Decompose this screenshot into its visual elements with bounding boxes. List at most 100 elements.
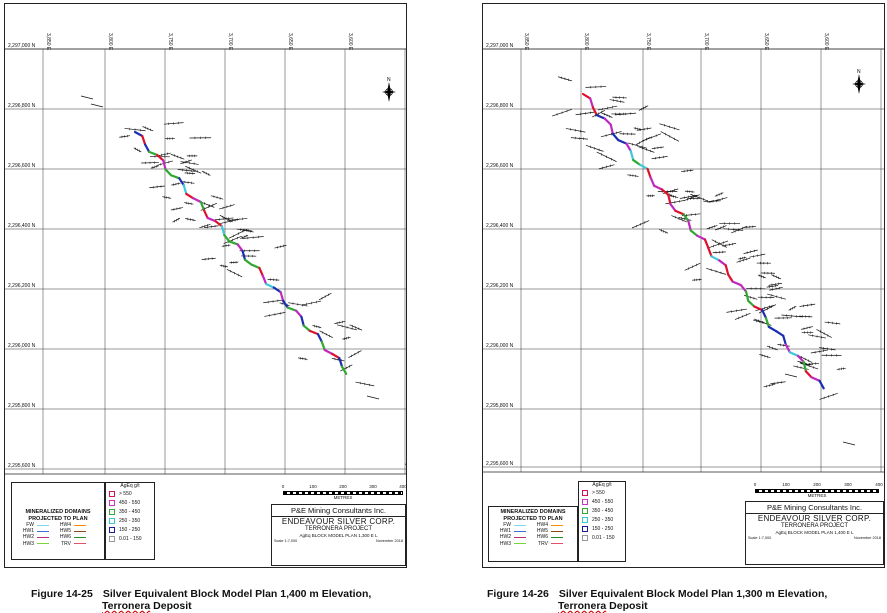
domain-line-swatch bbox=[514, 543, 526, 545]
title-block-footer: Scale 1:7,000 November 2018 bbox=[746, 536, 883, 541]
svg-text:N: N bbox=[387, 77, 391, 83]
domain-line-swatch bbox=[514, 536, 526, 538]
vein-segment bbox=[802, 360, 807, 373]
vein-segment bbox=[144, 143, 151, 153]
vein-segment bbox=[202, 209, 209, 220]
ageq-class-label: 250 - 350 bbox=[592, 516, 614, 523]
vein-segment bbox=[340, 365, 348, 375]
scale-bar: 0 100 200 300 400 METRES bbox=[282, 484, 407, 501]
domain-name: HW5 bbox=[59, 528, 71, 535]
easting-label: 3,800 E bbox=[107, 33, 113, 51]
vein-segment bbox=[214, 220, 224, 228]
vein-segment bbox=[784, 343, 791, 354]
northing-label: 2,296,000 N bbox=[486, 343, 514, 349]
domain-name: HW2 bbox=[499, 534, 511, 541]
vein-segment bbox=[603, 117, 612, 126]
vein-segment bbox=[261, 274, 268, 286]
vein-segment bbox=[320, 340, 326, 352]
domains-list: FW HW4 HW1 HW5 HW2 HW6 HW3 TRV bbox=[489, 522, 577, 547]
block-model-plan-left: 3,850 E 3,800 E 3,750 E 3,700 E 3,650 E 3,600… bbox=[5, 33, 406, 475]
vein-segment bbox=[164, 168, 173, 177]
vein-segment bbox=[595, 113, 606, 120]
ageq-class-row: 450 - 550 bbox=[579, 497, 625, 506]
vein-segment bbox=[625, 142, 632, 153]
northing-label: 2,296,600 N bbox=[8, 163, 36, 169]
ageq-class-label: 0.01 - 150 bbox=[592, 534, 615, 541]
domain-name: TRV bbox=[61, 540, 71, 547]
domain-name: HW6 bbox=[536, 534, 548, 541]
ageq-list: > 550 450 - 550 350 - 450 250 - 350 150 - 25… bbox=[106, 489, 154, 543]
easting-label: 3,700 E bbox=[227, 33, 233, 51]
vein-segment bbox=[199, 200, 206, 212]
drill-trace bbox=[842, 441, 856, 446]
scale-tick-label: 300 bbox=[844, 482, 852, 487]
domain-name: HW5 bbox=[536, 528, 548, 535]
vein-blocks bbox=[581, 92, 825, 390]
easting-label: 3,850 E bbox=[45, 33, 51, 51]
northing-label: 2,296,600 N bbox=[486, 163, 514, 169]
domain-row: FW HW4 bbox=[489, 522, 577, 528]
domain-line-swatch bbox=[37, 543, 49, 545]
vein-segment bbox=[272, 286, 282, 294]
vein-segment bbox=[753, 305, 764, 312]
vein-segment bbox=[323, 348, 334, 355]
northing-label: 2,295,800 N bbox=[8, 403, 36, 409]
vein-segment bbox=[731, 280, 742, 287]
vein-segment bbox=[294, 309, 303, 318]
scale-bar-graphic bbox=[755, 489, 879, 493]
date-label: November 2018 bbox=[375, 539, 403, 543]
vein-segment bbox=[178, 177, 185, 187]
easting-label: 3,600 E bbox=[823, 33, 829, 51]
scale-tick-label: 200 bbox=[339, 484, 347, 489]
vein-segment bbox=[649, 176, 656, 187]
vein-segment bbox=[796, 354, 805, 363]
vein-segment bbox=[300, 315, 305, 327]
vein-segment bbox=[589, 97, 595, 109]
ageq-class-row: 350 - 450 bbox=[106, 507, 154, 516]
vein-segment bbox=[638, 163, 649, 171]
vein-segment bbox=[316, 333, 323, 343]
domain-row: HW3 TRV bbox=[12, 541, 104, 547]
scale-bar: 0 100 200 300 400 METRES bbox=[754, 482, 883, 499]
domain-name: HW3 bbox=[22, 540, 34, 547]
domain-line-swatch bbox=[551, 536, 563, 538]
vein-segment bbox=[162, 159, 167, 171]
title-block-footer: Scale 1:7,000 November 2018 bbox=[272, 539, 405, 544]
vein-segment bbox=[185, 192, 195, 200]
vein-segment bbox=[250, 263, 261, 270]
domain-name: FW bbox=[503, 522, 511, 528]
map-panel-left: 3,850 E 3,800 E 3,750 E 3,700 E 3,650 E 3,600… bbox=[4, 3, 407, 568]
title-block: P&E Mining Consultants Inc. ENDEAVOUR SI… bbox=[271, 504, 406, 566]
block-model-plan-right: 3,850 E 3,800 E 3,750 E 3,700 E 3,650 E 3,600… bbox=[483, 33, 884, 473]
domain-name: HW4 bbox=[59, 522, 71, 528]
northing-label: 2,297,000 N bbox=[8, 43, 36, 49]
easting-label: 3,650 E bbox=[763, 33, 769, 51]
domain-row: HW1 HW5 bbox=[489, 528, 577, 534]
scale-label: Scale 1:7,000 bbox=[274, 539, 298, 543]
domain-row: HW1 HW5 bbox=[12, 528, 104, 534]
domain-line-swatch bbox=[37, 536, 49, 538]
north-arrow-icon: N bbox=[382, 77, 396, 102]
ageq-swatch bbox=[582, 534, 588, 541]
ageq-class-row: 0.01 - 150 bbox=[106, 534, 154, 543]
ageq-legend: AgEq g/t > 550 450 - 550 350 - 450 250 - 35… bbox=[578, 481, 626, 562]
vein-segment bbox=[710, 255, 721, 262]
grid bbox=[5, 48, 406, 475]
ageq-swatch bbox=[109, 508, 115, 515]
vein-segment bbox=[682, 213, 690, 223]
vein-segment bbox=[689, 229, 699, 237]
deposit-suffix: Deposit bbox=[150, 600, 192, 612]
vein-segment bbox=[141, 134, 147, 146]
company-name: P&E Mining Consultants Inc. bbox=[272, 505, 405, 517]
ageq-swatch bbox=[109, 535, 115, 542]
svg-text:N: N bbox=[857, 69, 861, 75]
easting-label: 3,750 E bbox=[645, 33, 651, 51]
easting-label: 3,700 E bbox=[703, 33, 709, 51]
vein-segment bbox=[818, 379, 825, 390]
company-name: P&E Mining Consultants Inc. bbox=[746, 502, 883, 514]
ageq-swatch bbox=[109, 517, 115, 524]
vein-segment bbox=[223, 234, 231, 243]
vein-segment bbox=[302, 324, 311, 332]
domain-name: HW1 bbox=[22, 528, 34, 535]
vein-segment bbox=[220, 225, 226, 237]
